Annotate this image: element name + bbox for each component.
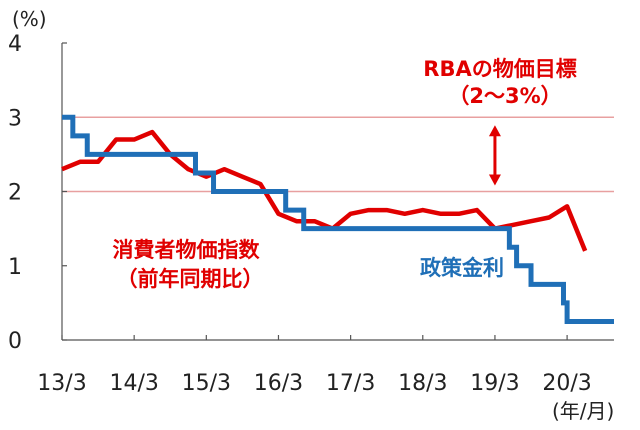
x-tick-label: 20/3 — [542, 371, 591, 396]
y-tick-label: 2 — [8, 181, 22, 206]
policy-rate-label: 政策金利 — [420, 256, 504, 280]
target-label-line1: RBAの物価目標 — [423, 57, 576, 81]
target-arrow-head-down — [488, 174, 501, 186]
x-axis: 13/3 14/3 15/3 16/3 17/3 18/3 19/3 20/3 — [37, 335, 614, 396]
x-tick-label: 18/3 — [398, 371, 447, 396]
series-policy_rate-line — [62, 114, 614, 324]
y-tick-label: 4 — [8, 32, 22, 57]
x-tick-label: 15/3 — [182, 371, 231, 396]
target-arrow-head-up — [488, 125, 501, 137]
reference-lines — [62, 116, 614, 193]
cpi-label-line2: （前年同期比） — [117, 267, 264, 291]
x-tick-label: 14/3 — [109, 371, 158, 396]
x-tick-label: 17/3 — [326, 371, 375, 396]
series-layer — [61, 114, 614, 324]
x-tick-label: 13/3 — [37, 371, 86, 396]
x-tick-label: 19/3 — [470, 371, 519, 396]
y-tick-label: 3 — [8, 106, 22, 131]
cpi-label-line1: 消費者物価指数 — [113, 238, 261, 262]
x-unit-label: (年/月) — [552, 399, 614, 423]
y-axis: 0 1 2 3 4 — [8, 32, 67, 354]
target-label-line2: （2～3%） — [448, 84, 561, 108]
y-tick-label: 1 — [8, 255, 22, 280]
y-unit-label: (%) — [12, 7, 47, 31]
target-band-arrow — [488, 125, 501, 186]
x-tick-label: 16/3 — [254, 371, 303, 396]
y-tick-label: 0 — [8, 329, 22, 354]
